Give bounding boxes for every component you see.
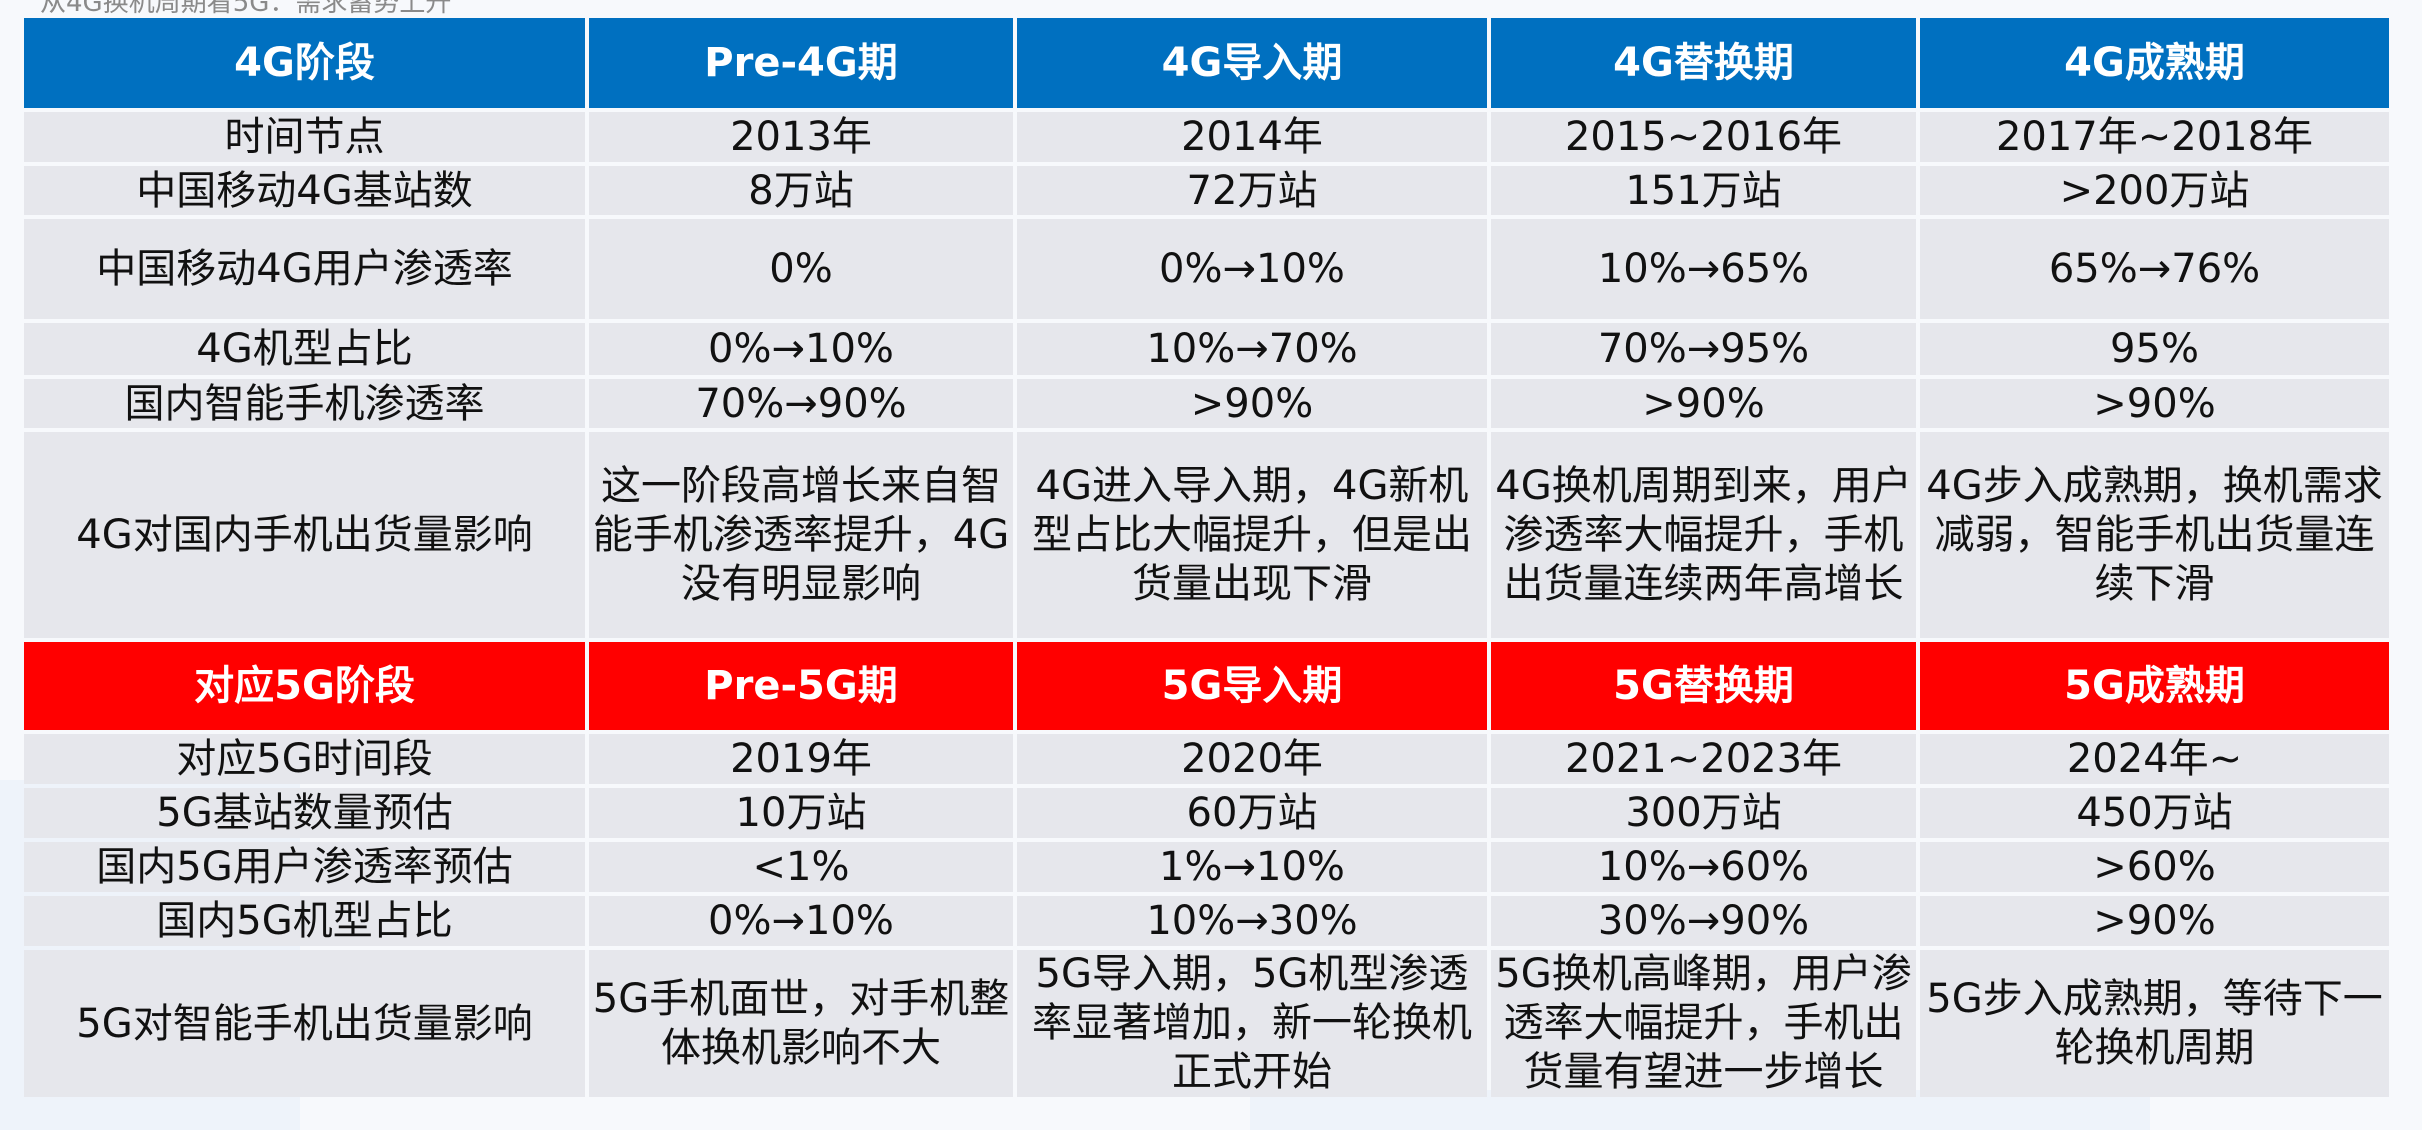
- table-row: 国内智能手机渗透率 70%→90% >90% >90% >90%: [24, 379, 2389, 428]
- row-label: 国内5G机型占比: [24, 896, 585, 946]
- table-cell: 300万站: [1491, 788, 1916, 838]
- table-row: 4G对国内手机出货量影响 这一阶段高增长来自智能手机渗透率提升，4G没有明显影响…: [24, 432, 2389, 638]
- table-cell: 70%→95%: [1491, 323, 1916, 375]
- table-cell: 70%→90%: [589, 379, 1013, 428]
- table-cell: >90%: [1491, 379, 1916, 428]
- row-label: 对应5G时间段: [24, 734, 585, 784]
- table-cell: 0%→10%: [589, 323, 1013, 375]
- row-label: 国内智能手机渗透率: [24, 379, 585, 428]
- table-cell: 10%→30%: [1017, 896, 1487, 946]
- table-cell: 5G换机高峰期，用户渗透率大幅提升，手机出货量有望进一步增长: [1491, 950, 1916, 1097]
- header-cell: 5G成熟期: [1920, 642, 2389, 730]
- table-cell: 0%→10%: [1017, 219, 1487, 319]
- table-cell: 2013年: [589, 112, 1013, 162]
- table-cell: 2024年~: [1920, 734, 2389, 784]
- page-caption: 从4G换机周期看5G：需求蓄势上升: [40, 0, 452, 18]
- table-cell: 2015~2016年: [1491, 112, 1916, 162]
- row-label: 4G对国内手机出货量影响: [24, 432, 585, 638]
- table-cell: 65%→76%: [1920, 219, 2389, 319]
- table-cell: 0%: [589, 219, 1013, 319]
- table-cell: 10%→65%: [1491, 219, 1916, 319]
- table-row: 时间节点 2013年 2014年 2015~2016年 2017年~2018年: [24, 112, 2389, 162]
- table-row: 国内5G机型占比 0%→10% 10%→30% 30%→90% >90%: [24, 896, 2389, 946]
- table-cell: 2017年~2018年: [1920, 112, 2389, 162]
- table-cell: 0%→10%: [589, 896, 1013, 946]
- header-cell: Pre-5G期: [589, 642, 1013, 730]
- header-cell: 对应5G阶段: [24, 642, 585, 730]
- table-cell: 95%: [1920, 323, 2389, 375]
- table-cell: 10%→70%: [1017, 323, 1487, 375]
- table-row: 国内5G用户渗透率预估 <1% 1%→10% 10%→60% >60%: [24, 842, 2389, 892]
- table-row: 5G对智能手机出货量影响 5G手机面世，对手机整体换机影响不大 5G导入期，5G…: [24, 950, 2389, 1097]
- header-cell: 4G替换期: [1491, 18, 1916, 108]
- header-cell: 5G导入期: [1017, 642, 1487, 730]
- row-label: 国内5G用户渗透率预估: [24, 842, 585, 892]
- table-cell: <1%: [589, 842, 1013, 892]
- table-cell: 这一阶段高增长来自智能手机渗透率提升，4G没有明显影响: [589, 432, 1013, 638]
- table-cell: >90%: [1920, 896, 2389, 946]
- row-label: 4G机型占比: [24, 323, 585, 375]
- table-cell: >90%: [1017, 379, 1487, 428]
- row-label: 时间节点: [24, 112, 585, 162]
- table-cell: 2014年: [1017, 112, 1487, 162]
- table-cell: 2020年: [1017, 734, 1487, 784]
- table-cell: 10万站: [589, 788, 1013, 838]
- header-cell: 5G替换期: [1491, 642, 1916, 730]
- table-cell: 450万站: [1920, 788, 2389, 838]
- header-cell: 4G阶段: [24, 18, 585, 108]
- comparison-table: 4G阶段 Pre-4G期 4G导入期 4G替换期 4G成熟期 时间节点 2013…: [20, 14, 2393, 1101]
- table-cell: >90%: [1920, 379, 2389, 428]
- table-cell: 4G进入导入期，4G新机型占比大幅提升，但是出货量出现下滑: [1017, 432, 1487, 638]
- header-row-5g: 对应5G阶段 Pre-5G期 5G导入期 5G替换期 5G成熟期: [24, 642, 2389, 730]
- table-cell: 8万站: [589, 166, 1013, 215]
- row-label: 5G基站数量预估: [24, 788, 585, 838]
- table-row: 中国移动4G基站数 8万站 72万站 151万站 >200万站: [24, 166, 2389, 215]
- table-cell: 4G步入成熟期，换机需求减弱，智能手机出货量连续下滑: [1920, 432, 2389, 638]
- table-cell: 4G换机周期到来，用户渗透率大幅提升，手机出货量连续两年高增长: [1491, 432, 1916, 638]
- table-cell: 151万站: [1491, 166, 1916, 215]
- header-row-4g: 4G阶段 Pre-4G期 4G导入期 4G替换期 4G成熟期: [24, 18, 2389, 108]
- table-cell: 30%→90%: [1491, 896, 1916, 946]
- row-label: 5G对智能手机出货量影响: [24, 950, 585, 1097]
- table-cell: 1%→10%: [1017, 842, 1487, 892]
- row-label: 中国移动4G用户渗透率: [24, 219, 585, 319]
- table-cell: 2021~2023年: [1491, 734, 1916, 784]
- table-row: 对应5G时间段 2019年 2020年 2021~2023年 2024年~: [24, 734, 2389, 784]
- table-cell: >60%: [1920, 842, 2389, 892]
- table-row: 5G基站数量预估 10万站 60万站 300万站 450万站: [24, 788, 2389, 838]
- table-cell: 5G步入成熟期，等待下一轮换机周期: [1920, 950, 2389, 1097]
- header-cell: 4G成熟期: [1920, 18, 2389, 108]
- table-row: 4G机型占比 0%→10% 10%→70% 70%→95% 95%: [24, 323, 2389, 375]
- table-row: 中国移动4G用户渗透率 0% 0%→10% 10%→65% 65%→76%: [24, 219, 2389, 319]
- table-cell: 2019年: [589, 734, 1013, 784]
- row-label: 中国移动4G基站数: [24, 166, 585, 215]
- table-cell: >200万站: [1920, 166, 2389, 215]
- table-cell: 5G手机面世，对手机整体换机影响不大: [589, 950, 1013, 1097]
- table-cell: 10%→60%: [1491, 842, 1916, 892]
- table-cell: 60万站: [1017, 788, 1487, 838]
- header-cell: 4G导入期: [1017, 18, 1487, 108]
- header-cell: Pre-4G期: [589, 18, 1013, 108]
- table-cell: 5G导入期，5G机型渗透率显著增加，新一轮换机正式开始: [1017, 950, 1487, 1097]
- table-cell: 72万站: [1017, 166, 1487, 215]
